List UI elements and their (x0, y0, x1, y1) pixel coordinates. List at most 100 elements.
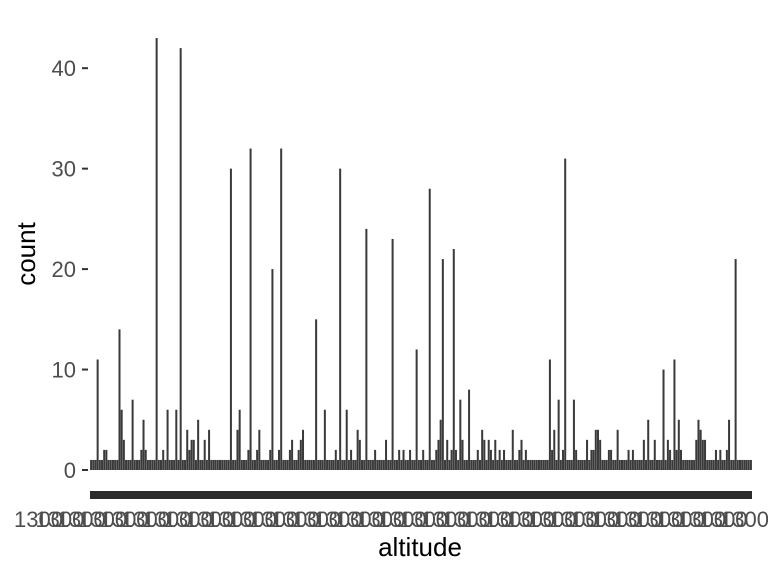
bar (734, 259, 737, 470)
bar (583, 459, 586, 470)
bar (402, 449, 405, 470)
bar (441, 259, 444, 470)
bar (306, 459, 309, 470)
bar (586, 439, 589, 470)
x-tick-label: 1300 (613, 507, 662, 532)
bar (210, 459, 213, 470)
bar (548, 359, 551, 470)
bar (107, 459, 110, 470)
bar (218, 459, 221, 470)
bar (358, 439, 361, 470)
bar (671, 459, 674, 470)
bar (710, 459, 713, 470)
bar (629, 459, 632, 470)
bar (717, 459, 720, 470)
bar (181, 459, 184, 470)
bar (690, 459, 693, 470)
bar (186, 429, 189, 470)
x-tick-label: 1300 (399, 507, 448, 532)
bar (105, 449, 108, 470)
bar (424, 459, 427, 470)
bar (146, 459, 149, 470)
bar (465, 459, 468, 470)
bar (454, 449, 457, 470)
bar (164, 459, 167, 470)
x-tick-label: 1300 (485, 507, 534, 532)
bar (111, 459, 114, 470)
x-tick-label: 1300 (378, 507, 427, 532)
bar (509, 459, 512, 470)
bar (205, 459, 208, 470)
bar (280, 148, 283, 471)
bar (415, 349, 418, 470)
bar (605, 459, 608, 470)
bar (380, 459, 383, 470)
bar (704, 439, 707, 470)
bar (535, 459, 538, 470)
bar (319, 459, 322, 470)
bar (192, 439, 195, 470)
bar (533, 459, 536, 470)
x-tick-label: 1300 (634, 507, 683, 532)
bar (568, 459, 571, 470)
bar (114, 459, 117, 470)
bar (747, 459, 750, 470)
bar (122, 439, 125, 470)
x-tick-label: 1300 (185, 507, 234, 532)
bar (352, 459, 355, 470)
bar (546, 459, 549, 470)
bar (404, 459, 407, 470)
bar (275, 459, 278, 470)
bar (256, 449, 259, 470)
bar (450, 449, 453, 470)
bar (459, 399, 462, 470)
bar (343, 459, 346, 470)
y-axis: 0 10 20 30 40 (52, 56, 88, 483)
bar (162, 449, 165, 470)
bar (634, 459, 637, 470)
bar (288, 449, 291, 470)
bar (236, 429, 239, 470)
bar (658, 459, 661, 470)
bar (391, 238, 394, 470)
bar (361, 459, 364, 470)
bar (461, 439, 464, 470)
bar (594, 429, 597, 470)
bar (208, 429, 211, 470)
bar (249, 148, 252, 471)
bar (247, 449, 250, 470)
bar (190, 439, 193, 470)
bar (371, 459, 374, 470)
bar (553, 429, 556, 470)
x-tick-label: 1300 (442, 507, 491, 532)
bar (336, 459, 339, 470)
x-tick-label: 1300 (570, 507, 619, 532)
bar (660, 459, 663, 470)
y-tick-label: 30 (52, 157, 76, 182)
bar (500, 459, 503, 470)
bar (655, 459, 658, 470)
x-axis-title: altitude (378, 532, 462, 562)
bar (516, 459, 519, 470)
x-tick-label: 1300 (100, 507, 149, 532)
bar (179, 48, 182, 471)
bar (544, 459, 547, 470)
bar (664, 459, 667, 470)
bar (225, 459, 228, 470)
bar (131, 399, 134, 470)
y-tick-label: 40 (52, 56, 76, 81)
bar (201, 459, 204, 470)
bar (387, 459, 390, 470)
bar (540, 459, 543, 470)
bar (531, 459, 534, 470)
bar (640, 459, 643, 470)
bar (708, 459, 711, 470)
bar (173, 459, 176, 470)
bar (599, 439, 602, 470)
bar (393, 459, 396, 470)
bar (127, 459, 130, 470)
bar (330, 459, 333, 470)
bar (603, 459, 606, 470)
bar (675, 449, 678, 470)
bar (701, 439, 704, 470)
